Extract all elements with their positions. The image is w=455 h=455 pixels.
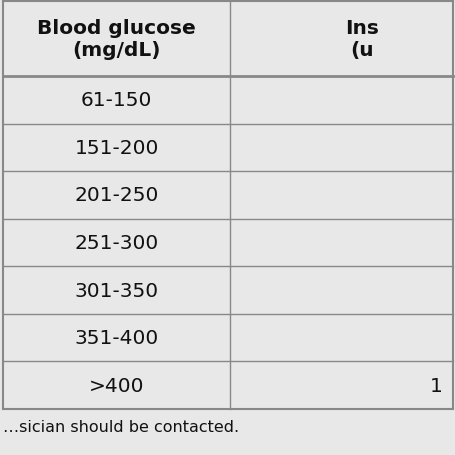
Text: 1: 1 [429,376,442,395]
Bar [3,2,452,409]
Text: 201-250: 201-250 [74,186,158,205]
Text: 251-300: 251-300 [74,233,158,253]
Text: 301-350: 301-350 [75,281,158,300]
Text: >400: >400 [89,376,144,395]
Text: 151-200: 151-200 [74,139,158,157]
Text: 351-400: 351-400 [74,329,158,347]
Text: 61-150: 61-150 [81,91,152,110]
Text: Blood glucose
(mg/dL): Blood glucose (mg/dL) [37,19,196,60]
Text: …sician should be contacted.: …sician should be contacted. [3,419,238,434]
Text: Ins
(u: Ins (u [344,19,378,60]
